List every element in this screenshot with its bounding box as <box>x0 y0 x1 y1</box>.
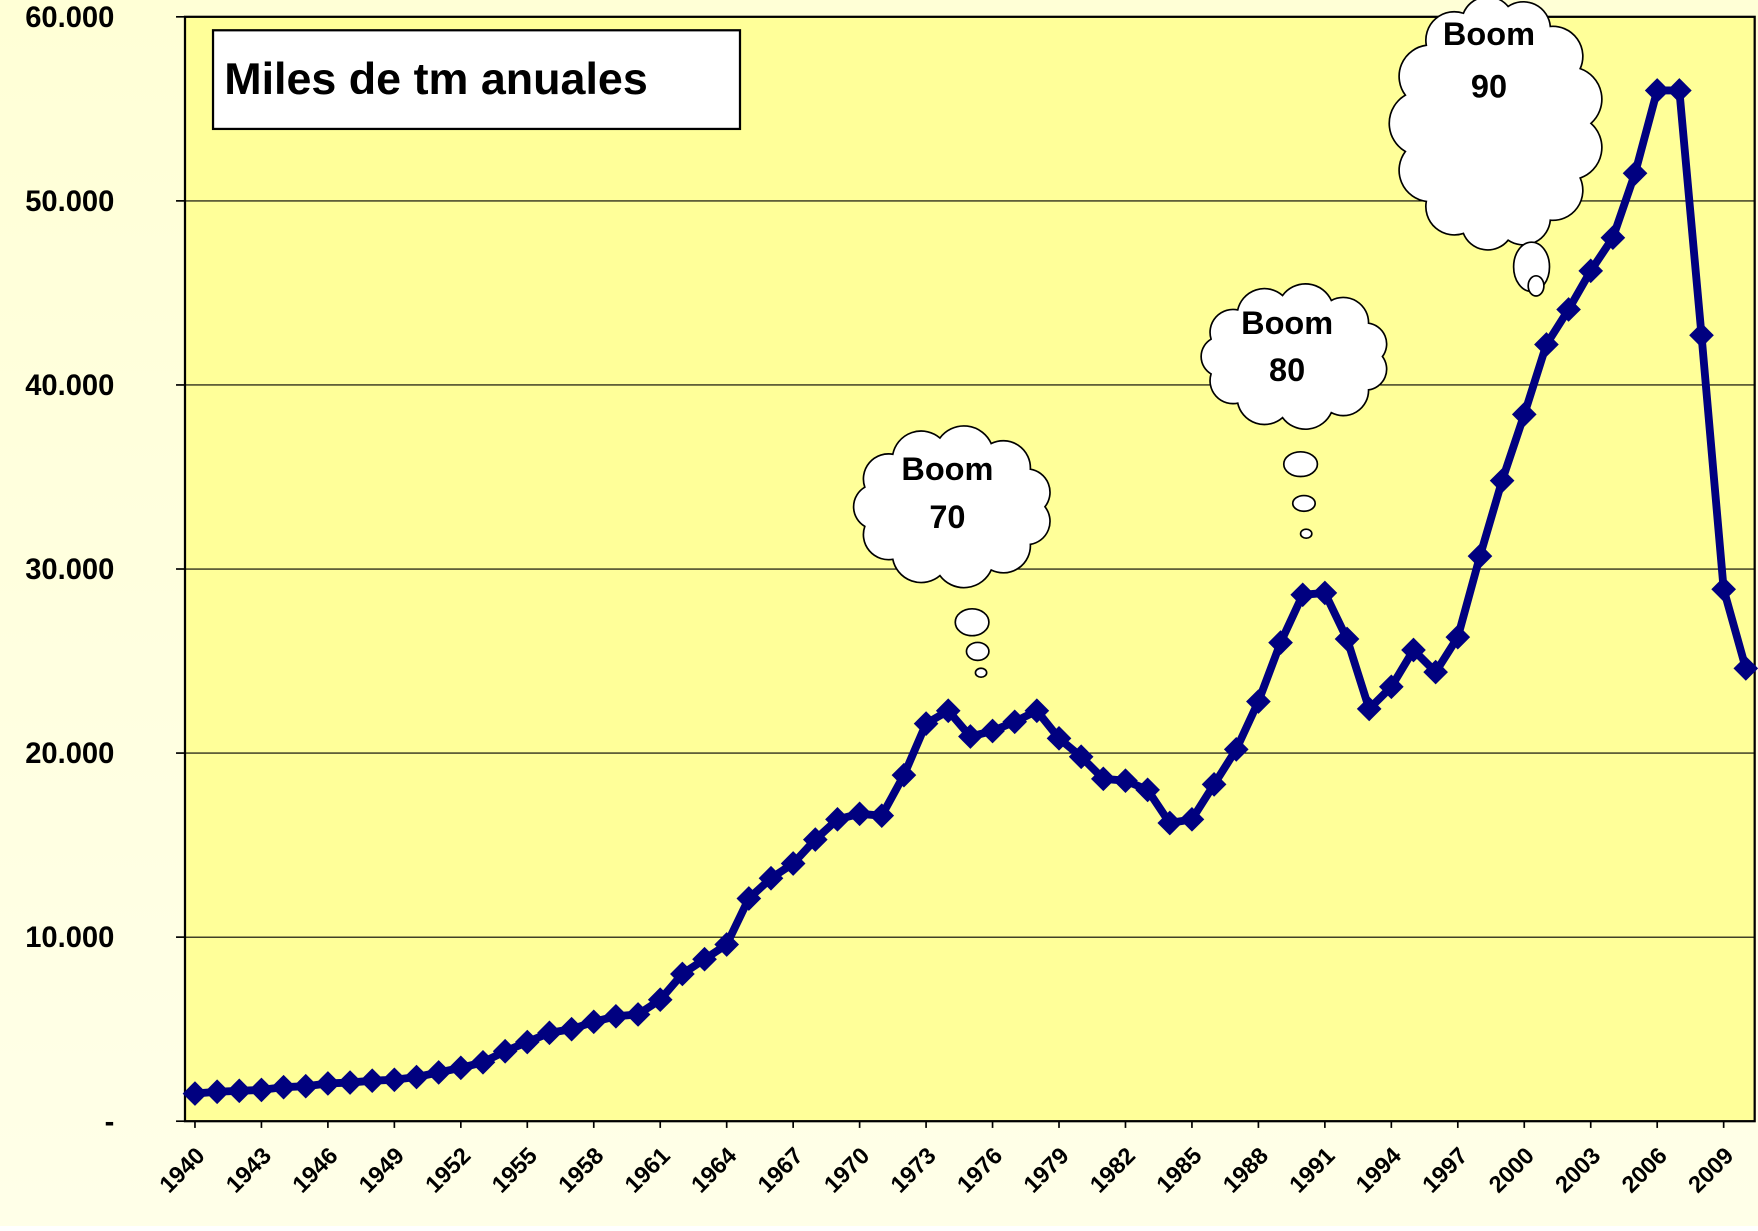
data-point <box>1090 766 1116 792</box>
data-point <box>204 1079 230 1105</box>
data-point <box>780 851 806 876</box>
data-point <box>337 1070 363 1095</box>
annotation: 80 <box>1269 352 1305 388</box>
y-tick-label: - <box>105 1106 115 1138</box>
data-point <box>1157 810 1183 836</box>
data-point <box>426 1060 452 1085</box>
y-tick-label: 50.000 <box>25 186 114 218</box>
annotation: Boom <box>901 451 993 487</box>
thought-bubble <box>1291 494 1317 513</box>
data-point <box>1511 402 1537 427</box>
data-point <box>249 1077 274 1103</box>
data-point <box>670 961 695 987</box>
data-point <box>1113 768 1138 794</box>
data-point <box>1068 744 1094 770</box>
data-point <box>1445 624 1471 650</box>
data-point <box>404 1064 429 1090</box>
annotation: Boom <box>1443 16 1535 52</box>
data-point <box>1600 225 1626 251</box>
data-point <box>226 1078 252 1104</box>
plot-root: Boom 70 Boom 80 Boom 90 Miles de tm anuales -… <box>25 0 1758 1198</box>
data-point <box>1046 726 1072 751</box>
data-point <box>1423 659 1448 685</box>
data-point <box>382 1067 407 1093</box>
data-point <box>182 1081 208 1106</box>
data-point <box>736 886 762 911</box>
data-point <box>581 1009 607 1035</box>
data-point <box>869 803 895 828</box>
data-point <box>1711 576 1736 602</box>
chart-title: Miles de tm anuales <box>224 53 648 104</box>
data-point <box>293 1073 319 1099</box>
data-point <box>1556 297 1581 322</box>
thought-bubble <box>1282 451 1319 478</box>
data-point <box>647 987 673 1013</box>
y-tick-label: 60.000 <box>25 2 114 34</box>
data-point <box>1733 656 1758 681</box>
data-point <box>692 946 717 972</box>
data-point <box>1201 772 1227 797</box>
data-point <box>359 1068 385 1094</box>
thought-cloud <box>1200 283 1388 431</box>
data-point <box>625 1002 651 1027</box>
data-point <box>470 1049 496 1075</box>
data-point <box>714 932 740 957</box>
y-tick-label: 30.000 <box>25 554 114 586</box>
y-tick-label: 10.000 <box>25 922 114 954</box>
annotation: Boom <box>1241 305 1333 341</box>
data-point <box>315 1071 341 1096</box>
annotation: 70 <box>929 499 965 535</box>
data-point <box>1622 160 1648 186</box>
data-point <box>1135 777 1160 803</box>
annotations: Boom 70 Boom 80 Boom 90 <box>852 0 1603 679</box>
data-point <box>847 801 872 827</box>
data-point <box>935 698 961 724</box>
thought-bubble <box>974 667 988 679</box>
data-point <box>980 718 1005 744</box>
thought-cloud <box>852 425 1051 589</box>
thought-bubble <box>965 641 990 662</box>
data-point <box>1024 698 1050 724</box>
data-point <box>1246 689 1271 714</box>
thought-cloud <box>1388 0 1603 251</box>
thought-bubble <box>1527 274 1545 297</box>
thought-bubble <box>954 607 990 637</box>
data-point <box>1401 637 1426 663</box>
data-point <box>537 1020 562 1046</box>
y-tick-label: 20.000 <box>25 738 114 770</box>
title-box <box>211 29 742 131</box>
y-tick-label: 40.000 <box>25 370 114 402</box>
data-point <box>1268 630 1293 655</box>
thought-bubble <box>1299 528 1313 540</box>
data-point <box>1002 709 1028 735</box>
annotation: 90 <box>1471 69 1507 105</box>
data-point <box>1290 582 1316 608</box>
data-point <box>1223 737 1249 762</box>
data-point <box>1534 332 1559 357</box>
data-point <box>913 711 939 736</box>
data-point <box>1334 626 1360 652</box>
data-point <box>448 1055 474 1081</box>
